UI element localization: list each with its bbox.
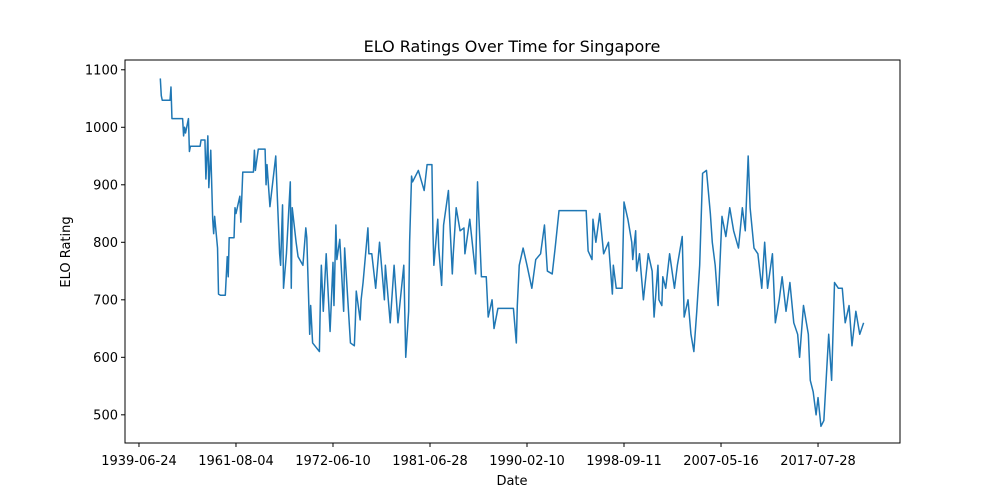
x-tick-label: 2007-05-16 (683, 454, 759, 469)
x-tick-label: 2017-07-28 (780, 454, 856, 469)
y-tick-label: 800 (93, 236, 118, 251)
y-tick-label: 900 (93, 178, 118, 193)
x-axis-label: Date (496, 474, 527, 489)
y-tick-label: 1000 (85, 121, 118, 136)
data-line (159, 78, 865, 428)
y-tick-label: 500 (93, 408, 118, 423)
y-tick-label: 600 (93, 351, 118, 366)
chart-title: ELO Ratings Over Time for Singapore (364, 37, 661, 56)
plot-frame (124, 59, 901, 444)
x-tick-label: 1961-08-04 (198, 454, 274, 469)
y-axis-label: ELO Rating (59, 216, 74, 287)
x-tick-label: 1972-06-10 (295, 454, 371, 469)
x-tick-label: 1990-02-10 (489, 454, 565, 469)
x-tick-label: 1939-06-24 (101, 454, 177, 469)
y-tick-label: 700 (93, 293, 118, 308)
x-tick-label: 1981-06-28 (392, 454, 468, 469)
y-tick-label: 1100 (85, 63, 118, 78)
x-tick-label: 1998-09-11 (586, 454, 662, 469)
